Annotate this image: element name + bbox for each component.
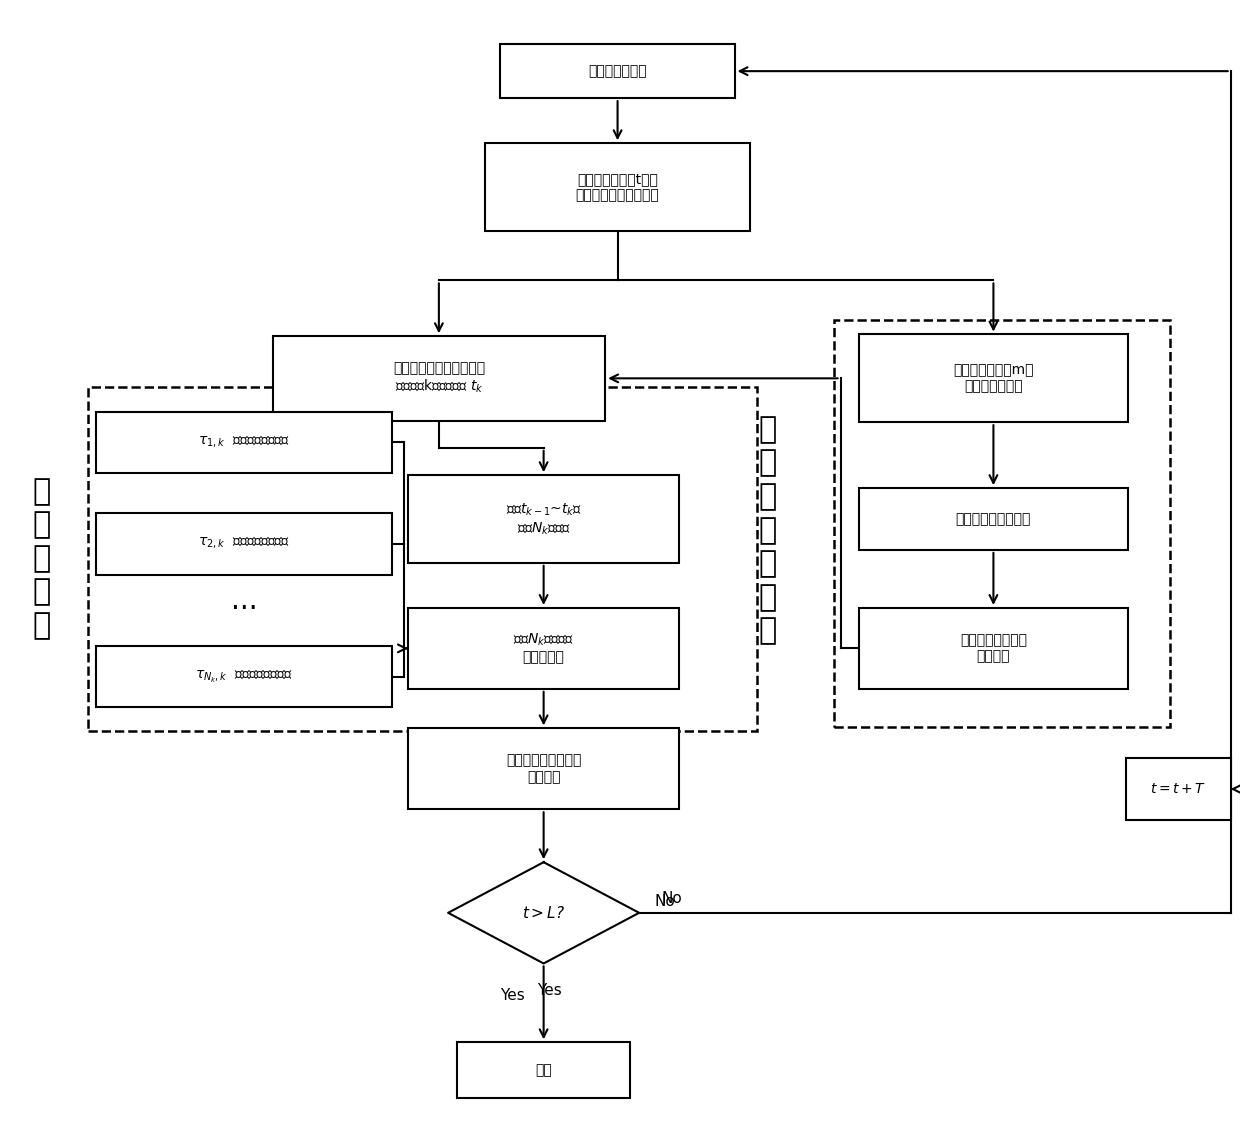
Bar — [485, 143, 750, 231]
Bar — [859, 608, 1127, 689]
Text: Yes: Yes — [501, 988, 526, 1003]
Bar — [408, 608, 680, 689]
Text: No: No — [655, 895, 676, 909]
Text: $\tau_{N_k,k}$  时刻的子似然函数: $\tau_{N_k,k}$ 时刻的子似然函数 — [196, 669, 293, 685]
Bar — [458, 1042, 630, 1099]
Text: $t=t+T$: $t=t+T$ — [1151, 782, 1207, 796]
Text: $t>L$?: $t>L$? — [522, 905, 565, 920]
Text: 利用贝叶斯准则估计
目标状态: 利用贝叶斯准则估计 目标状态 — [506, 754, 582, 784]
Bar — [97, 412, 392, 474]
Text: 确定$t_{k-1}$~$t_k$之
间的$N_k$个量测: 确定$t_{k-1}$~$t_k$之 间的$N_k$个量测 — [506, 501, 582, 537]
Bar — [97, 645, 392, 707]
Text: 从接收机中读取t时刻
量测，并进行门限检测: 从接收机中读取t时刻 量测，并进行门限检测 — [575, 171, 660, 202]
Bar — [97, 513, 392, 574]
Text: 计算$N_k$个量测联
合似然函数: 计算$N_k$个量测联 合似然函数 — [513, 632, 574, 664]
Text: 确定状态更新时间
间隔序列: 确定状态更新时间 间隔序列 — [960, 633, 1027, 663]
Text: No: No — [661, 891, 682, 906]
Text: ···: ··· — [231, 594, 258, 623]
Bar — [859, 488, 1127, 550]
Polygon shape — [448, 862, 639, 963]
Bar — [835, 320, 1169, 728]
Bar — [273, 336, 605, 421]
Text: $\tau_{1,k}$  时刻的子似然函数: $\tau_{1,k}$ 时刻的子似然函数 — [198, 435, 290, 450]
Bar — [408, 475, 680, 563]
Text: 周期划分计算第m个
伪信号周期参数: 周期划分计算第m个 伪信号周期参数 — [954, 363, 1034, 394]
Bar — [88, 387, 756, 731]
Text: 非
连
续
特
性
估
计: 非 连 续 特 性 估 计 — [759, 415, 777, 645]
Text: 非连续特性参数估计: 非连续特性参数估计 — [956, 512, 1032, 526]
Text: Yes: Yes — [537, 982, 562, 997]
Bar — [859, 335, 1127, 422]
Bar — [1126, 758, 1230, 820]
Text: 根据状态更新时间间隔序
列确定第k个估计时刻 $t_k$: 根据状态更新时间间隔序 列确定第k个估计时刻 $t_k$ — [393, 361, 485, 395]
Text: $\tau_{2,k}$  时刻的子似然函数: $\tau_{2,k}$ 时刻的子似然函数 — [198, 536, 290, 552]
Text: 变
周
期
滤
波: 变 周 期 滤 波 — [33, 477, 51, 640]
Bar — [501, 44, 734, 98]
Text: 结束: 结束 — [536, 1064, 552, 1077]
Bar — [408, 729, 680, 809]
Text: 初始化系统参数: 初始化系统参数 — [588, 64, 647, 78]
